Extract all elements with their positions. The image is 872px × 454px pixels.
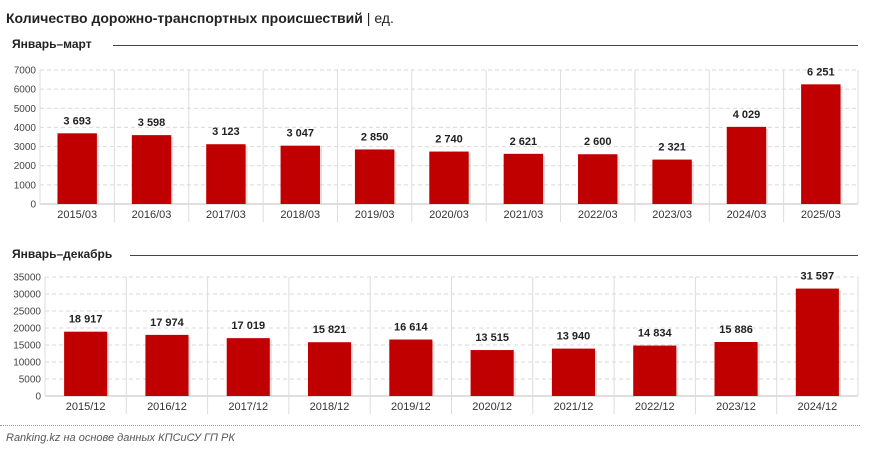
x-tick-label: 2025/03 — [801, 209, 841, 221]
chart-title-main: Количество дорожно-транспортных происшес… — [6, 10, 363, 26]
x-tick-label: 2023/12 — [716, 401, 756, 413]
footer-divider — [0, 425, 860, 427]
bar — [726, 126, 767, 204]
data-label: 3 598 — [138, 117, 166, 129]
source-note: Ranking.kz на основе данных КПСиСУ ГП РК — [6, 432, 235, 444]
x-tick-label: 2019/03 — [355, 209, 395, 221]
bar — [578, 154, 618, 204]
bar — [503, 153, 544, 204]
y-tick-label: 25000 — [13, 307, 41, 318]
y-tick-label: 5000 — [14, 104, 37, 115]
x-tick-label: 2022/12 — [635, 401, 675, 413]
data-label: 13 515 — [475, 332, 509, 344]
x-tick-label: 2015/12 — [66, 401, 106, 413]
bar — [470, 350, 514, 396]
bar — [389, 339, 433, 396]
data-label: 13 940 — [557, 331, 591, 343]
bar — [429, 151, 469, 204]
bar — [633, 345, 677, 396]
x-tick-label: 2020/12 — [472, 401, 512, 413]
data-label: 3 693 — [63, 115, 91, 127]
x-tick-label: 2017/12 — [228, 401, 268, 413]
data-label: 31 597 — [801, 271, 835, 283]
y-tick-label: 10000 — [13, 358, 41, 369]
bar — [308, 342, 352, 396]
data-label: 15 886 — [719, 324, 753, 336]
section-title-q1: Январь–март — [12, 37, 92, 51]
data-label: 2 321 — [658, 142, 686, 154]
x-tick-label: 2021/12 — [554, 401, 594, 413]
y-tick-label: 7000 — [14, 66, 37, 77]
y-tick-label: 5000 — [19, 375, 42, 386]
data-label: 2 600 — [584, 136, 612, 148]
data-label: 2 621 — [510, 136, 538, 148]
bar — [795, 288, 839, 396]
data-label: 14 834 — [638, 328, 673, 340]
chart-title-separator: | — [366, 10, 371, 26]
y-tick-label: 6000 — [14, 85, 37, 96]
chart-title-unit: ед. — [374, 10, 394, 26]
data-label: 16 614 — [394, 322, 429, 334]
x-tick-label: 2018/12 — [310, 401, 350, 413]
bar — [714, 341, 758, 396]
bar — [131, 135, 172, 204]
bar — [652, 159, 692, 204]
chart-title: Количество дорожно-транспортных происшес… — [6, 10, 394, 26]
y-tick-label: 4000 — [14, 123, 37, 134]
bar — [64, 331, 108, 396]
bar — [551, 348, 595, 396]
data-label: 3 123 — [212, 126, 240, 138]
x-tick-label: 2016/12 — [147, 401, 187, 413]
bar — [145, 334, 189, 396]
chart-q1: 0 1000 2000 3000 4000 5000 6000 7000 3 693 2015/0… — [14, 66, 859, 222]
x-tick-label: 2018/03 — [280, 209, 320, 221]
data-label: 4 029 — [733, 109, 761, 121]
x-tick-label: 2022/03 — [578, 209, 618, 221]
x-tick-label: 2020/03 — [429, 209, 469, 221]
section-title-year: Январь–декабрь — [12, 247, 113, 261]
y-tick-label: 15000 — [13, 341, 41, 352]
section-rule-year — [130, 255, 858, 256]
x-tick-label: 2024/03 — [727, 209, 767, 221]
data-label: 6 251 — [807, 66, 835, 78]
bar — [280, 145, 320, 204]
x-tick-label: 2019/12 — [391, 401, 431, 413]
x-tick-label: 2021/03 — [503, 209, 543, 221]
y-tick-label: 2000 — [14, 161, 37, 172]
data-label: 17 019 — [231, 320, 265, 332]
y-tick-label: 20000 — [13, 324, 41, 335]
y-tick-label: 0 — [30, 200, 36, 211]
data-label: 2 850 — [361, 131, 389, 143]
data-label: 18 917 — [69, 314, 103, 326]
y-tick-label: 3000 — [14, 142, 37, 153]
data-label: 2 740 — [435, 134, 463, 146]
bar — [57, 133, 97, 204]
x-tick-label: 2023/03 — [652, 209, 692, 221]
section-rule-q1 — [113, 45, 858, 46]
y-tick-label: 30000 — [13, 290, 41, 301]
x-tick-label: 2015/03 — [57, 209, 97, 221]
chart-year: 0 5000 10000 15000 20000 25000 30000 35000 18 91… — [13, 271, 859, 414]
x-tick-label: 2024/12 — [797, 401, 837, 413]
x-tick-label: 2016/03 — [132, 209, 172, 221]
bar — [226, 338, 270, 396]
y-tick-label: 1000 — [14, 180, 37, 191]
y-tick-label: 0 — [35, 392, 41, 403]
data-label: 17 974 — [150, 317, 185, 329]
x-tick-label: 2017/03 — [206, 209, 246, 221]
bar — [354, 149, 395, 204]
bar — [206, 144, 246, 204]
data-label: 15 821 — [313, 324, 347, 336]
bar — [801, 84, 841, 204]
data-label: 3 047 — [287, 128, 315, 140]
y-tick-label: 35000 — [13, 273, 41, 284]
